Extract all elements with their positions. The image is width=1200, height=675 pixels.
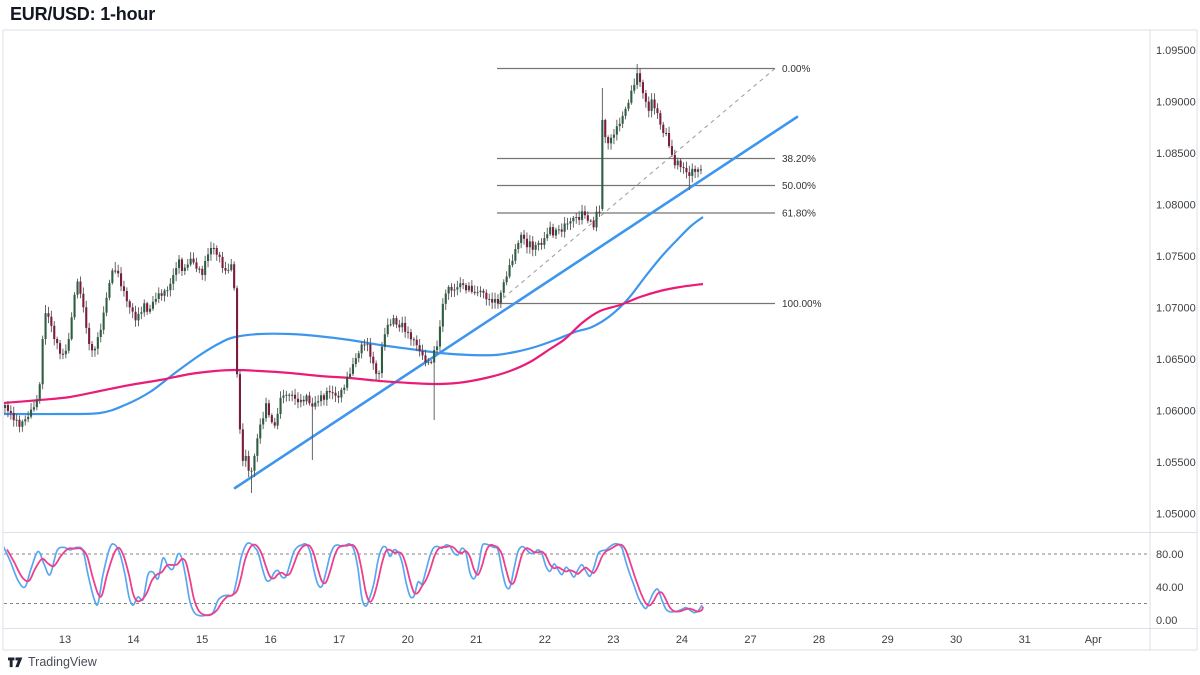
- tradingview-wordmark: TradingView: [28, 655, 97, 669]
- time-axis-label: 29: [881, 634, 893, 646]
- fib-level-label: 61.80%: [782, 209, 816, 220]
- time-axis-label: 27: [744, 634, 756, 646]
- trendline[interactable]: [233, 115, 799, 490]
- time-axis-label: 17: [333, 634, 345, 646]
- tradingview-icon: [8, 656, 23, 667]
- stochastic-pane[interactable]: [4, 534, 1149, 628]
- price-axis-label: 1.05000: [1156, 509, 1196, 521]
- time-axis-label: 23: [607, 634, 619, 646]
- price-axis-label: 1.05500: [1156, 457, 1196, 469]
- time-axis-label: 13: [59, 634, 71, 646]
- price-axis[interactable]: [1151, 31, 1197, 627]
- stochastic-d-line[interactable]: [6, 543, 704, 617]
- time-axis[interactable]: [4, 630, 1149, 650]
- time-axis-label: 28: [813, 634, 825, 646]
- price-axis-label: 1.07000: [1156, 303, 1196, 315]
- time-axis-label: 30: [950, 634, 962, 646]
- stoch-axis-label: 40.00: [1156, 582, 1184, 594]
- time-axis-label: 14: [127, 634, 139, 646]
- price-pane[interactable]: [4, 31, 1149, 532]
- fib-level-label: 50.00%: [782, 181, 816, 192]
- price-axis-label: 1.09000: [1156, 97, 1196, 109]
- price-axis-label: 1.08500: [1156, 148, 1196, 160]
- time-axis-label: 20: [402, 634, 414, 646]
- chart-title: EUR/USD: 1-hour: [10, 4, 155, 24]
- price-axis-label: 1.09500: [1156, 45, 1196, 57]
- price-axis-label: 1.07500: [1156, 251, 1196, 263]
- time-axis-label: 24: [676, 634, 688, 646]
- fib-level-label: 38.20%: [782, 154, 816, 165]
- time-axis-label: 21: [470, 634, 482, 646]
- price-axis-label: 1.06000: [1156, 406, 1196, 418]
- time-axis-label: 22: [539, 634, 551, 646]
- ma-pink-line[interactable]: [3, 282, 704, 405]
- fib-level-label: 100.00%: [782, 299, 822, 310]
- time-axis-label: 16: [265, 634, 277, 646]
- stoch-axis-label: 80.00: [1156, 549, 1184, 561]
- time-axis-label: 15: [196, 634, 208, 646]
- price-axis-label: 1.08000: [1156, 200, 1196, 212]
- fib-level-label: 0.00%: [782, 64, 810, 75]
- stoch-axis-label: 0.00: [1156, 615, 1177, 627]
- time-axis-label: 31: [1019, 634, 1031, 646]
- fib-retracement[interactable]: 0.00% 38.20% 50.00% 61.80% 100.00%: [496, 64, 822, 310]
- price-axis-label: 1.06500: [1156, 354, 1196, 366]
- tradingview-logo[interactable]: TradingView: [8, 655, 97, 669]
- time-axis-label: Apr: [1085, 634, 1102, 646]
